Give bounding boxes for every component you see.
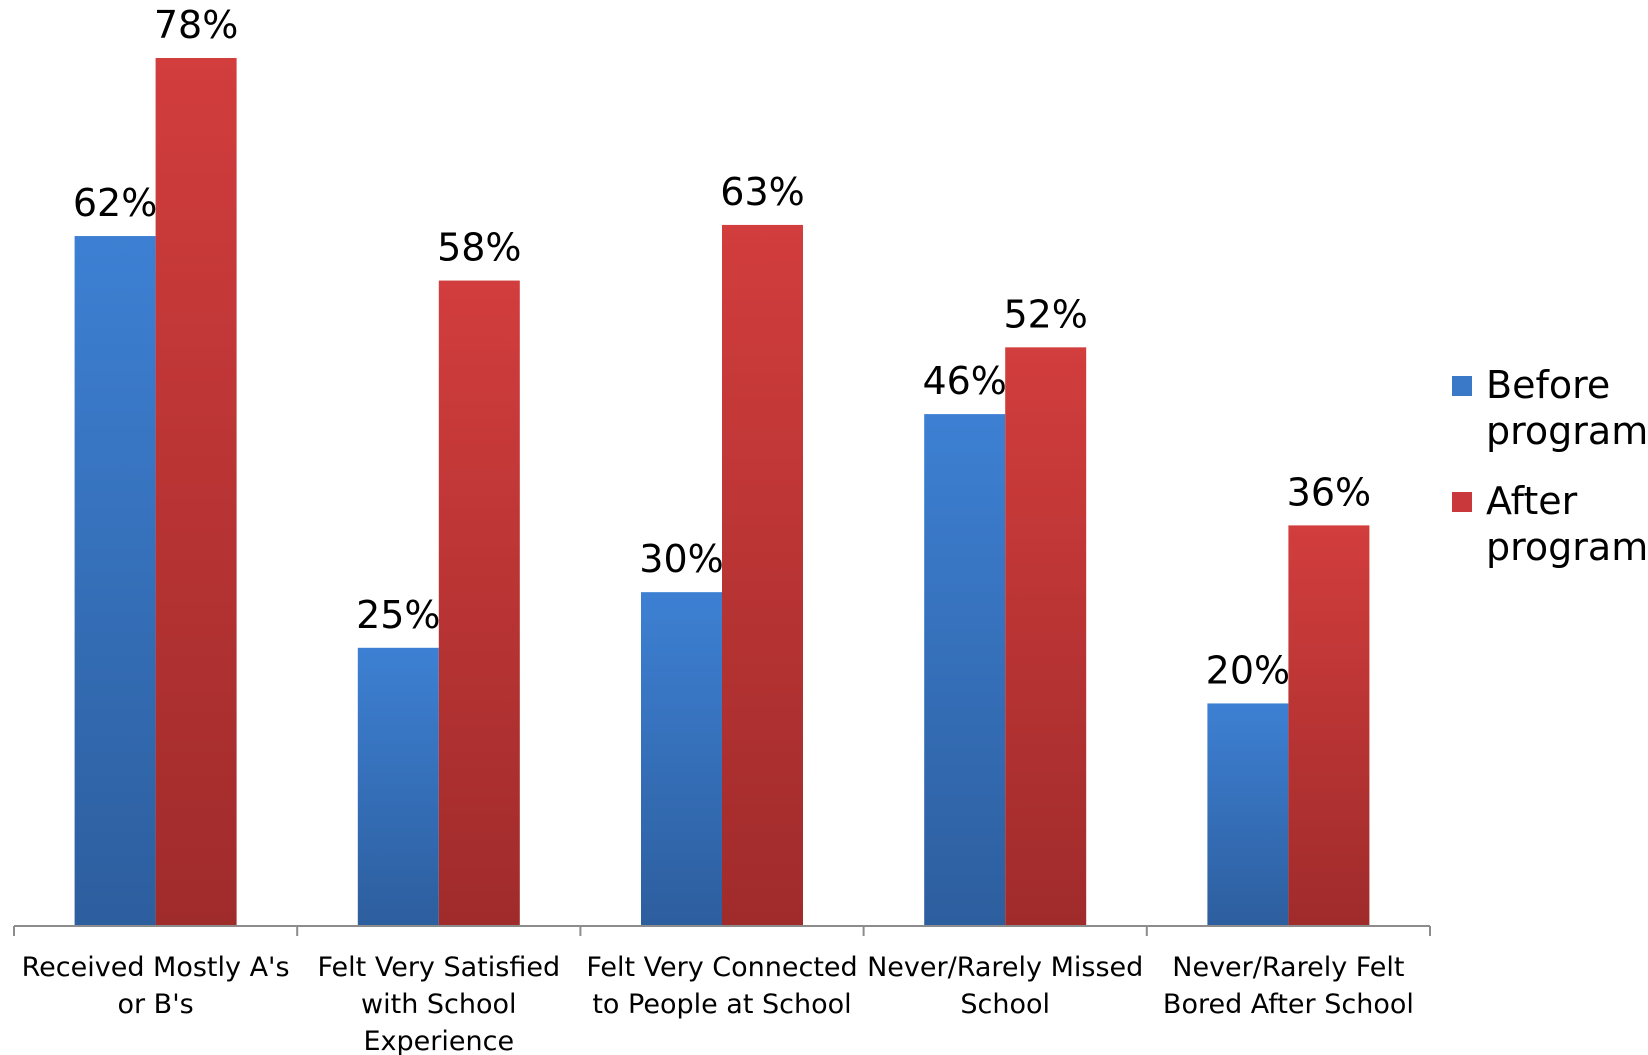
category-label-4-line-1: Never/Rarely Missed	[867, 952, 1143, 983]
data-label-before-4: 46%	[922, 359, 1006, 403]
category-label-2-line-1: Felt Very Satisfied	[318, 952, 561, 983]
legend-label-before-line1: Before	[1486, 363, 1611, 407]
legend-label-after-line2: program	[1486, 525, 1648, 569]
bar-before-3	[641, 592, 722, 926]
category-label-5-line-2: Bored After School	[1163, 989, 1414, 1020]
category-label-5: Never/Rarely Felt Bored After School	[1163, 952, 1414, 1020]
legend-swatch-after	[1452, 492, 1472, 512]
data-label-before-1: 62%	[73, 181, 157, 225]
bar-before-5	[1207, 703, 1289, 926]
category-label-2-line-2: with School	[361, 989, 517, 1020]
legend: Before program After program	[1452, 362, 1648, 594]
bar-before-2	[357, 647, 439, 926]
category-label-4: Never/Rarely Missed School	[867, 952, 1143, 1020]
legend-label-after-line1: After	[1486, 479, 1578, 523]
category-label-2: Felt Very Satisfied with School Experience	[318, 952, 561, 1055]
category-label-1-line-1: Received Mostly A's	[22, 952, 290, 983]
bar-after-3	[722, 224, 803, 926]
data-label-before-2: 25%	[356, 593, 440, 637]
data-label-after-3: 63%	[720, 170, 804, 214]
category-label-3: Felt Very Connected to People at School	[586, 952, 857, 1020]
legend-item-before: Before program	[1452, 362, 1648, 454]
category-label-1: Received Mostly A's or B's	[22, 952, 290, 1020]
category-label-3-line-2: to People at School	[592, 989, 851, 1020]
category-label-1-line-2: or B's	[117, 989, 193, 1020]
category-label-3-line-1: Felt Very Connected	[586, 952, 857, 983]
category-label-2-line-3: Experience	[364, 1026, 515, 1055]
bar-after-1	[155, 58, 237, 926]
bar-after-4	[1005, 347, 1087, 926]
bar-before-1	[74, 236, 156, 927]
data-label-after-1: 78%	[154, 3, 238, 47]
data-label-before-5: 20%	[1206, 648, 1290, 692]
category-label-4-line-2: School	[960, 989, 1050, 1020]
bar-after-2	[438, 280, 520, 927]
data-label-before-3: 30%	[639, 537, 723, 581]
bar-before-4	[924, 414, 1006, 926]
data-label-after-4: 52%	[1003, 292, 1087, 336]
legend-item-after: After program	[1452, 478, 1648, 570]
data-label-after-5: 36%	[1287, 470, 1371, 514]
data-label-after-2: 58%	[437, 226, 521, 270]
category-label-5-line-1: Never/Rarely Felt	[1172, 952, 1404, 983]
legend-label-before-line2: program	[1486, 409, 1648, 453]
legend-swatch-before	[1452, 376, 1472, 396]
bar-after-5	[1288, 525, 1370, 926]
